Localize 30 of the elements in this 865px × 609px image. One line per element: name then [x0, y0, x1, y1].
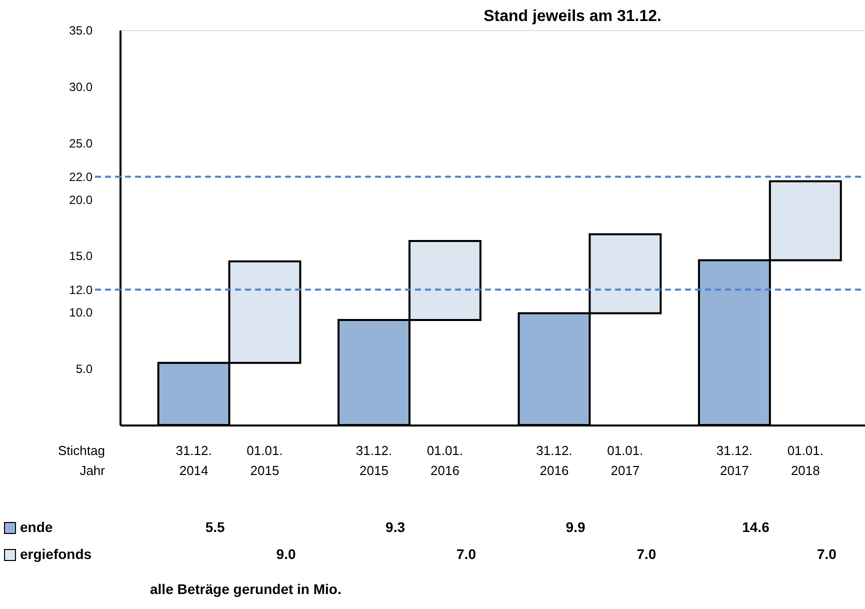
y-tick-label: 5.0	[76, 362, 93, 376]
x-tick-label: 01.01. 2015	[246, 443, 283, 478]
text: alle Beträge gerundet in Mio.	[150, 581, 342, 597]
y-tick-label: 35.0	[69, 24, 93, 38]
x-tick-label: 31.12. 2015	[356, 443, 392, 478]
x-tick-label: 01.01. 2016	[426, 443, 464, 478]
x-tick-label: 31.12. 2016	[536, 443, 572, 478]
x-tick-label: 31.12. 2017	[716, 443, 753, 478]
y-tick-label: 12.0	[69, 283, 93, 298]
data-label: 9.9	[566, 519, 586, 535]
y-tick-label: 15.0	[69, 249, 93, 264]
legend-label: ende	[20, 519, 53, 535]
x-axis-title: Stichtag Jahr	[58, 443, 106, 478]
x-tick-label: 01.01. 2018	[787, 443, 824, 478]
x-tick-label: 31.12. 2014	[176, 443, 212, 478]
data-label: 14.6	[742, 519, 770, 535]
y-tick-label: 25.0	[69, 136, 93, 150]
data-label: 5.5	[205, 519, 226, 535]
legend-label: ergiefonds	[20, 546, 92, 562]
data-label: 7.0	[456, 546, 476, 562]
data-label: 9.0	[276, 546, 296, 562]
y-tick-label: 30.0	[69, 80, 93, 94]
y-tick-label: 20.0	[69, 192, 93, 207]
chart-title: Stand jeweils am 31.12.	[484, 8, 662, 25]
y-tick-label: 22.0	[69, 170, 93, 184]
data-label: 7.0	[636, 546, 656, 562]
data-label: 7.0	[816, 546, 837, 562]
y-tick-label: 10.0	[69, 306, 93, 320]
data-label: 9.3	[386, 519, 406, 535]
x-tick-label: 01.01. 2017	[607, 443, 644, 478]
